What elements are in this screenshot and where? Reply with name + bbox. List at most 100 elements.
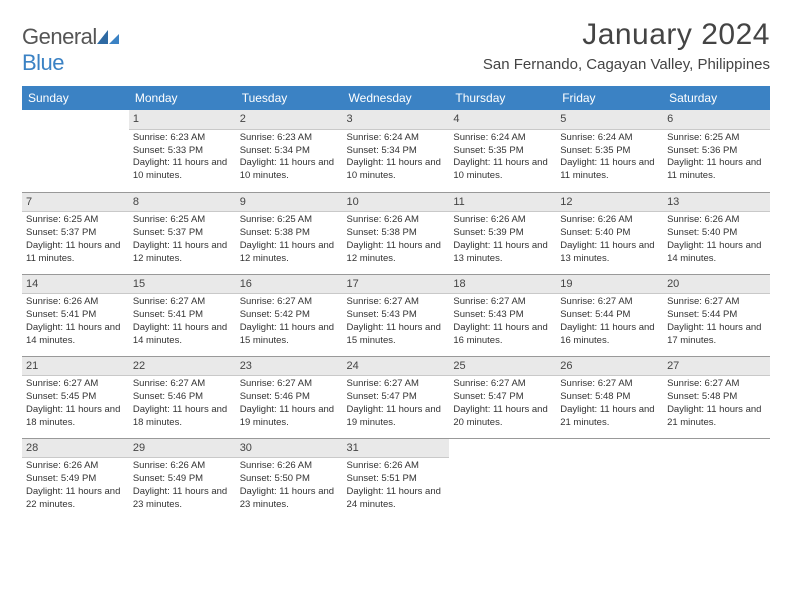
- weekday-header: Wednesday: [343, 86, 450, 110]
- day-info: Sunrise: 6:26 AMSunset: 5:40 PMDaylight:…: [560, 214, 659, 265]
- sunset-text: Sunset: 5:34 PM: [347, 145, 446, 158]
- sunrise-text: Sunrise: 6:26 AM: [347, 460, 446, 473]
- day-info: Sunrise: 6:27 AMSunset: 5:45 PMDaylight:…: [26, 378, 125, 429]
- calendar-day-cell: 19Sunrise: 6:27 AMSunset: 5:44 PMDayligh…: [556, 274, 663, 356]
- calendar-day-cell: 11Sunrise: 6:26 AMSunset: 5:39 PMDayligh…: [449, 192, 556, 274]
- day-number: 15: [129, 275, 236, 295]
- day-number: [663, 439, 770, 443]
- day-info: Sunrise: 6:25 AMSunset: 5:38 PMDaylight:…: [240, 214, 339, 265]
- calendar-week-row: 21Sunrise: 6:27 AMSunset: 5:45 PMDayligh…: [22, 356, 770, 438]
- day-number: 17: [343, 275, 450, 295]
- sunrise-text: Sunrise: 6:27 AM: [240, 296, 339, 309]
- sunrise-text: Sunrise: 6:24 AM: [453, 132, 552, 145]
- sunrise-text: Sunrise: 6:27 AM: [347, 378, 446, 391]
- calendar-day-cell: 29Sunrise: 6:26 AMSunset: 5:49 PMDayligh…: [129, 438, 236, 520]
- sunset-text: Sunset: 5:50 PM: [240, 473, 339, 486]
- daylight-text: Daylight: 11 hours and 19 minutes.: [240, 404, 339, 430]
- weekday-header: Friday: [556, 86, 663, 110]
- brand-logo: GeneralBlue: [22, 24, 119, 76]
- daylight-text: Daylight: 11 hours and 12 minutes.: [347, 240, 446, 266]
- day-info: Sunrise: 6:25 AMSunset: 5:36 PMDaylight:…: [667, 132, 766, 183]
- day-number: 18: [449, 275, 556, 295]
- calendar-day-cell: 27Sunrise: 6:27 AMSunset: 5:48 PMDayligh…: [663, 356, 770, 438]
- day-number: 2: [236, 110, 343, 130]
- daylight-text: Daylight: 11 hours and 15 minutes.: [347, 322, 446, 348]
- day-info: Sunrise: 6:27 AMSunset: 5:43 PMDaylight:…: [453, 296, 552, 347]
- calendar-day-cell: [22, 110, 129, 192]
- day-number: 27: [663, 357, 770, 377]
- calendar-week-row: 28Sunrise: 6:26 AMSunset: 5:49 PMDayligh…: [22, 438, 770, 520]
- calendar-week-row: 7Sunrise: 6:25 AMSunset: 5:37 PMDaylight…: [22, 192, 770, 274]
- day-info: Sunrise: 6:26 AMSunset: 5:49 PMDaylight:…: [26, 460, 125, 511]
- sunrise-text: Sunrise: 6:26 AM: [26, 296, 125, 309]
- sunrise-text: Sunrise: 6:23 AM: [133, 132, 232, 145]
- calendar-day-cell: 20Sunrise: 6:27 AMSunset: 5:44 PMDayligh…: [663, 274, 770, 356]
- sunset-text: Sunset: 5:49 PM: [133, 473, 232, 486]
- day-number: 20: [663, 275, 770, 295]
- day-info: Sunrise: 6:27 AMSunset: 5:42 PMDaylight:…: [240, 296, 339, 347]
- daylight-text: Daylight: 11 hours and 21 minutes.: [667, 404, 766, 430]
- title-block: January 2024 San Fernando, Cagayan Valle…: [483, 18, 770, 73]
- daylight-text: Daylight: 11 hours and 21 minutes.: [560, 404, 659, 430]
- daylight-text: Daylight: 11 hours and 12 minutes.: [240, 240, 339, 266]
- sunrise-text: Sunrise: 6:25 AM: [667, 132, 766, 145]
- calendar-day-cell: 28Sunrise: 6:26 AMSunset: 5:49 PMDayligh…: [22, 438, 129, 520]
- day-number: 31: [343, 439, 450, 459]
- day-number: 24: [343, 357, 450, 377]
- day-info: Sunrise: 6:24 AMSunset: 5:34 PMDaylight:…: [347, 132, 446, 183]
- sunrise-text: Sunrise: 6:27 AM: [347, 296, 446, 309]
- sunrise-text: Sunrise: 6:25 AM: [240, 214, 339, 227]
- daylight-text: Daylight: 11 hours and 13 minutes.: [560, 240, 659, 266]
- calendar-day-cell: 22Sunrise: 6:27 AMSunset: 5:46 PMDayligh…: [129, 356, 236, 438]
- day-info: Sunrise: 6:24 AMSunset: 5:35 PMDaylight:…: [560, 132, 659, 183]
- day-info: Sunrise: 6:27 AMSunset: 5:48 PMDaylight:…: [667, 378, 766, 429]
- page-header: GeneralBlue January 2024 San Fernando, C…: [22, 18, 770, 76]
- sunset-text: Sunset: 5:33 PM: [133, 145, 232, 158]
- day-info: Sunrise: 6:27 AMSunset: 5:46 PMDaylight:…: [240, 378, 339, 429]
- day-number: 23: [236, 357, 343, 377]
- logo-blue: Blue: [22, 50, 64, 75]
- day-number: 4: [449, 110, 556, 130]
- weekday-header-row: Sunday Monday Tuesday Wednesday Thursday…: [22, 86, 770, 110]
- day-info: Sunrise: 6:27 AMSunset: 5:47 PMDaylight:…: [453, 378, 552, 429]
- daylight-text: Daylight: 11 hours and 18 minutes.: [133, 404, 232, 430]
- day-number: 16: [236, 275, 343, 295]
- calendar-day-cell: 4 Sunrise: 6:24 AMSunset: 5:35 PMDaylight…: [449, 110, 556, 192]
- sunset-text: Sunset: 5:44 PM: [560, 309, 659, 322]
- daylight-text: Daylight: 11 hours and 17 minutes.: [667, 322, 766, 348]
- sunrise-text: Sunrise: 6:26 AM: [347, 214, 446, 227]
- daylight-text: Daylight: 11 hours and 12 minutes.: [133, 240, 232, 266]
- day-info: Sunrise: 6:27 AMSunset: 5:47 PMDaylight:…: [347, 378, 446, 429]
- daylight-text: Daylight: 11 hours and 10 minutes.: [453, 157, 552, 183]
- sunset-text: Sunset: 5:38 PM: [347, 227, 446, 240]
- daylight-text: Daylight: 11 hours and 16 minutes.: [560, 322, 659, 348]
- day-number: 5: [556, 110, 663, 130]
- calendar-day-cell: 18Sunrise: 6:27 AMSunset: 5:43 PMDayligh…: [449, 274, 556, 356]
- day-info: Sunrise: 6:26 AMSunset: 5:41 PMDaylight:…: [26, 296, 125, 347]
- weekday-header: Tuesday: [236, 86, 343, 110]
- calendar-day-cell: 12Sunrise: 6:26 AMSunset: 5:40 PMDayligh…: [556, 192, 663, 274]
- day-number: 9: [236, 193, 343, 213]
- day-info: Sunrise: 6:27 AMSunset: 5:46 PMDaylight:…: [133, 378, 232, 429]
- sunrise-text: Sunrise: 6:26 AM: [26, 460, 125, 473]
- calendar-day-cell: 8Sunrise: 6:25 AMSunset: 5:37 PMDaylight…: [129, 192, 236, 274]
- sunset-text: Sunset: 5:51 PM: [347, 473, 446, 486]
- daylight-text: Daylight: 11 hours and 14 minutes.: [133, 322, 232, 348]
- day-info: Sunrise: 6:27 AMSunset: 5:44 PMDaylight:…: [667, 296, 766, 347]
- calendar-day-cell: 26Sunrise: 6:27 AMSunset: 5:48 PMDayligh…: [556, 356, 663, 438]
- calendar-day-cell: 7Sunrise: 6:25 AMSunset: 5:37 PMDaylight…: [22, 192, 129, 274]
- sunset-text: Sunset: 5:35 PM: [453, 145, 552, 158]
- sunrise-text: Sunrise: 6:26 AM: [240, 460, 339, 473]
- weekday-header: Thursday: [449, 86, 556, 110]
- sunset-text: Sunset: 5:39 PM: [453, 227, 552, 240]
- daylight-text: Daylight: 11 hours and 15 minutes.: [240, 322, 339, 348]
- day-number: 7: [22, 193, 129, 213]
- calendar-day-cell: 16Sunrise: 6:27 AMSunset: 5:42 PMDayligh…: [236, 274, 343, 356]
- daylight-text: Daylight: 11 hours and 22 minutes.: [26, 486, 125, 512]
- day-number: 3: [343, 110, 450, 130]
- sunset-text: Sunset: 5:44 PM: [667, 309, 766, 322]
- sunset-text: Sunset: 5:40 PM: [667, 227, 766, 240]
- daylight-text: Daylight: 11 hours and 23 minutes.: [240, 486, 339, 512]
- day-number: [22, 110, 129, 114]
- day-number: 21: [22, 357, 129, 377]
